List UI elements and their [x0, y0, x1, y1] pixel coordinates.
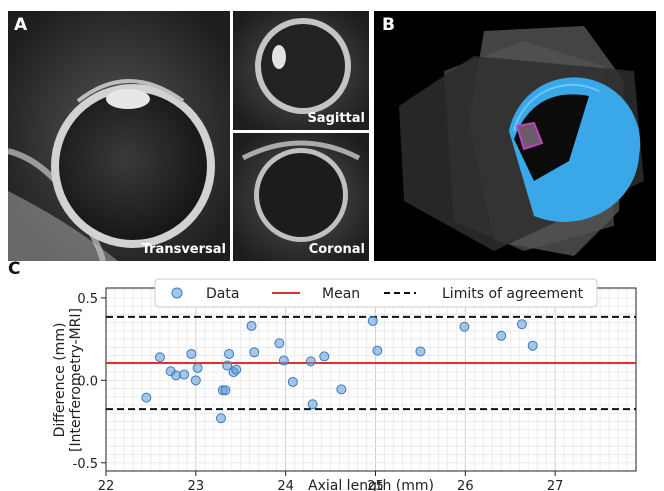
- transversal-mri-image: A Transversal: [8, 11, 230, 261]
- data-point: [141, 392, 152, 403]
- data-point: [224, 348, 235, 359]
- transversal-eye-illustration: [8, 11, 230, 261]
- plot-frame: [105, 287, 637, 472]
- coronal-label: Coronal: [308, 242, 365, 257]
- x-tick-label: 25: [367, 479, 384, 491]
- data-point: [231, 364, 242, 375]
- data-point: [215, 413, 226, 424]
- x-tick-label: 26: [457, 479, 474, 491]
- data-point: [336, 384, 347, 395]
- legend-mean-label: Mean: [322, 286, 360, 302]
- data-point: [246, 320, 257, 331]
- coronal-mri-image: Coronal: [233, 133, 369, 261]
- legend-loa-label: Limits of agreement: [442, 286, 584, 302]
- sagittal-eye-illustration: [233, 11, 369, 130]
- data-point: [367, 315, 378, 326]
- segmentation-3d-render: B: [374, 11, 656, 261]
- x-tick-label: 24: [277, 479, 294, 491]
- y-tick-label: 0.0: [77, 374, 98, 389]
- x-tick-label: 22: [98, 479, 115, 491]
- data-point: [287, 376, 298, 387]
- data-point: [274, 338, 285, 349]
- x-tick-label: 27: [547, 479, 564, 491]
- coronal-eye-illustration: [233, 133, 369, 261]
- legend-data-marker: [171, 287, 183, 299]
- x-axis-label: Axial length (mm): [308, 478, 434, 491]
- data-point: [319, 351, 330, 362]
- data-point: [186, 348, 197, 359]
- data-point: [179, 369, 190, 380]
- data-point: [516, 319, 527, 330]
- data-point: [459, 321, 470, 332]
- panel-b-label: B: [382, 15, 395, 35]
- data-point: [278, 355, 289, 366]
- x-ticks: 22 23 24 25 26 27: [98, 471, 564, 491]
- y-axis-label-line1: Difference (mm): [52, 323, 68, 438]
- data-point: [222, 360, 233, 371]
- data-point: [372, 345, 383, 356]
- data-point: [154, 352, 165, 363]
- data-points: [141, 315, 538, 424]
- transversal-label: Transversal: [141, 242, 226, 257]
- panel-c-label: C: [8, 259, 20, 279]
- data-point: [496, 330, 507, 341]
- y-tick-label: -0.5: [73, 457, 98, 472]
- y-ticks: -0.5 0.0 0.5: [73, 292, 106, 472]
- sagittal-mri-image: Sagittal: [233, 11, 369, 130]
- data-point: [527, 340, 538, 351]
- data-point: [220, 385, 231, 396]
- data-point: [415, 346, 426, 357]
- panel-a-label: A: [14, 15, 28, 35]
- data-point: [307, 399, 318, 410]
- 3d-eye-render: [399, 26, 644, 256]
- legend: Data Mean Limits of agreement: [154, 278, 598, 308]
- data-point: [249, 347, 260, 358]
- x-tick-label: 23: [188, 479, 205, 491]
- chart-grid: [105, 288, 637, 472]
- data-point: [171, 370, 182, 381]
- legend-box: [154, 278, 598, 308]
- y-axis-label-line2: [Interferometry-MRI]: [68, 308, 84, 452]
- data-point: [305, 356, 316, 367]
- bland-altman-chart: C 22 23 24 25 26 27 -0.5 0.0 0.5 Axial length (…: [8, 259, 637, 491]
- y-tick-label: 0.5: [77, 292, 98, 307]
- data-point: [190, 375, 201, 386]
- sagittal-label: Sagittal: [307, 111, 365, 126]
- legend-data-label: Data: [206, 286, 239, 302]
- data-point: [192, 362, 203, 373]
